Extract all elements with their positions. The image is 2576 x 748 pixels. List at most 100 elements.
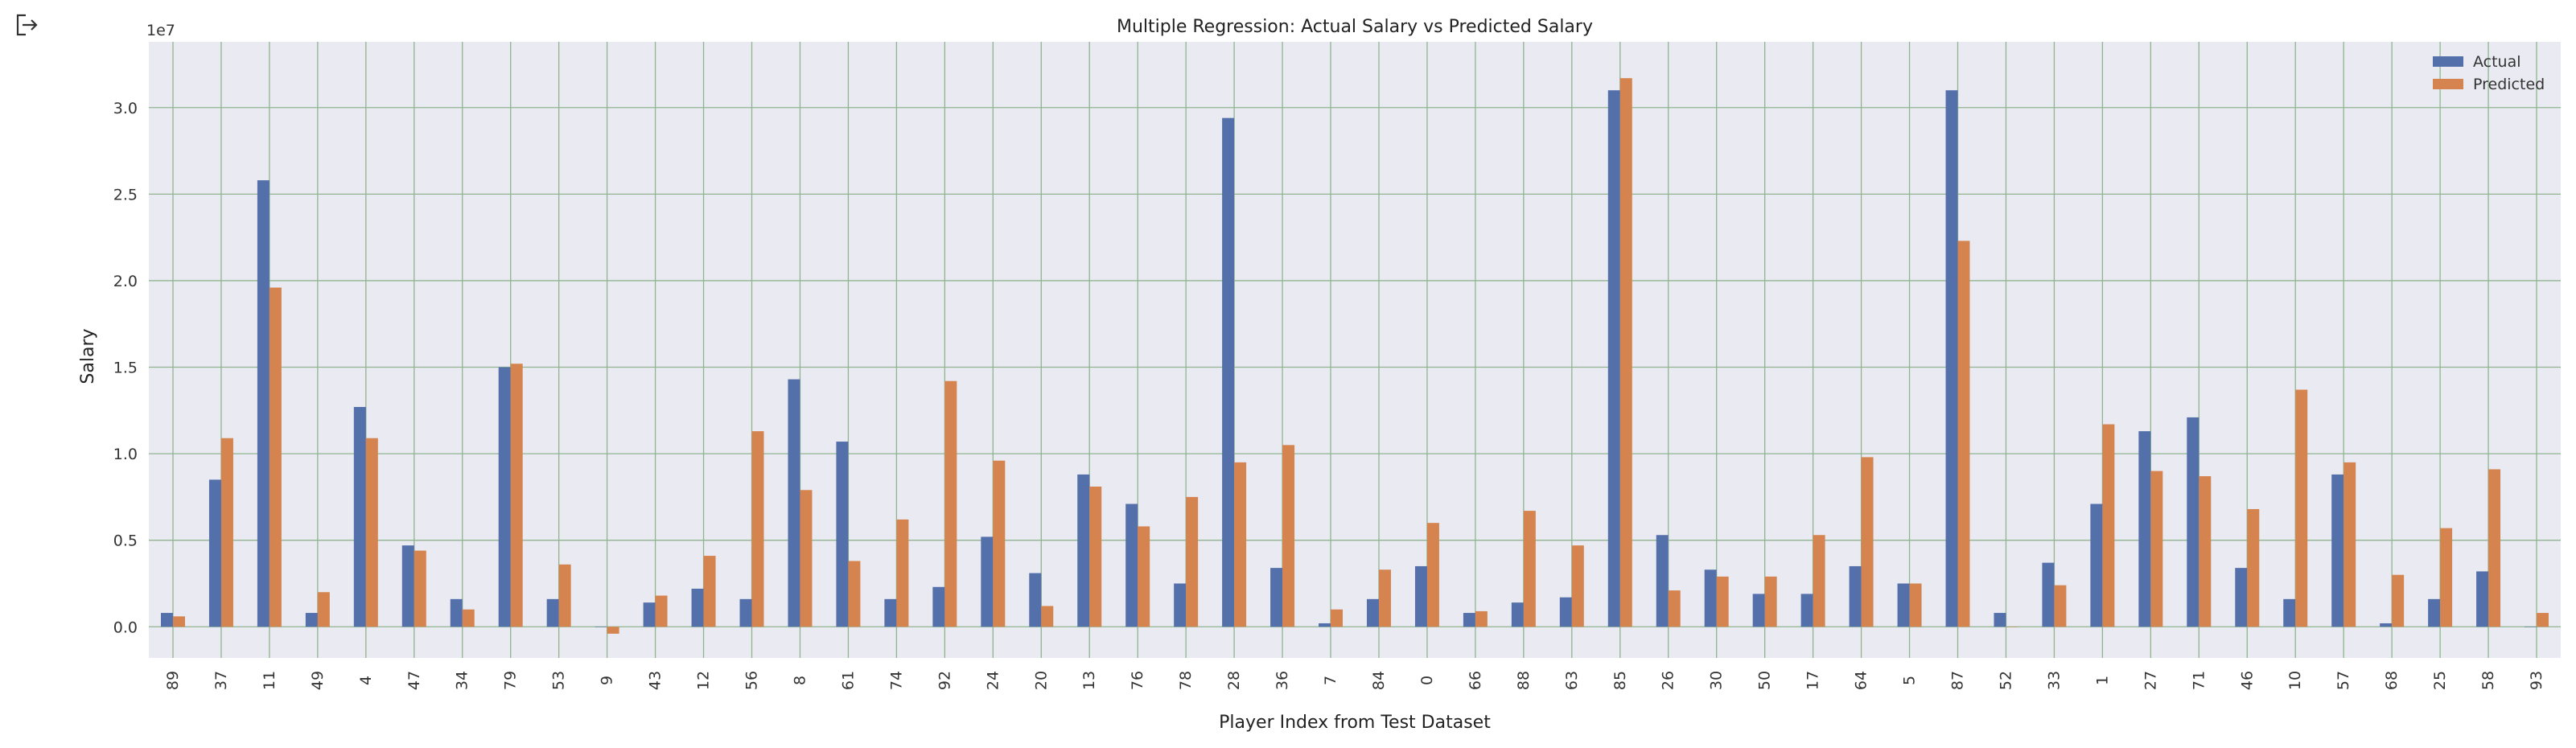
bar-predicted <box>800 490 813 627</box>
x-tick-label: 74 <box>887 671 905 690</box>
bar-actual <box>643 602 656 627</box>
x-tick-label: 1 <box>2093 676 2111 685</box>
bar-actual <box>2187 417 2199 627</box>
bar-actual <box>401 545 414 627</box>
bar-predicted <box>1282 445 1295 627</box>
bar-predicted <box>1426 523 1439 627</box>
bar-predicted <box>607 627 619 634</box>
bar-predicted <box>1619 78 1632 627</box>
x-tick-label: 49 <box>309 671 327 690</box>
x-tick-label: 57 <box>2335 671 2352 690</box>
x-tick-label: 50 <box>1756 671 1774 690</box>
bar-actual <box>1222 117 1235 627</box>
bar-actual <box>2090 503 2103 627</box>
bar-predicted <box>2440 528 2453 627</box>
bar-predicted <box>1475 610 1488 627</box>
bar-actual <box>932 586 945 627</box>
bar-predicted <box>1186 496 1199 627</box>
bar-predicted <box>848 561 861 627</box>
bar-predicted <box>510 364 523 627</box>
bar-actual <box>1559 597 1572 627</box>
bar-predicted <box>1523 511 1536 627</box>
y-tick-label: 2.5 <box>113 186 138 203</box>
bar-actual <box>2428 598 2441 627</box>
bar-actual <box>788 379 800 627</box>
bar-predicted <box>269 287 282 627</box>
bar-actual <box>1994 613 2006 627</box>
x-tick-label: 61 <box>839 671 857 690</box>
x-tick-label: 26 <box>1660 671 1677 690</box>
y-tick-label: 1.5 <box>113 360 138 377</box>
bar-actual <box>2283 598 2296 627</box>
x-tick-label: 63 <box>1563 671 1581 690</box>
x-tick-label: 85 <box>1611 671 1629 690</box>
bar-predicted <box>1041 606 1054 627</box>
x-tick-label: 33 <box>2045 671 2063 690</box>
x-tick-label: 56 <box>743 671 761 690</box>
x-axis-title: Player Index from Test Dataset <box>1219 713 1491 733</box>
x-tick-label: 76 <box>1129 671 1146 690</box>
bar-actual <box>1366 598 1379 627</box>
bar-actual <box>2235 568 2248 627</box>
bar-predicted <box>1571 545 1584 627</box>
x-tick-label: 58 <box>2479 671 2497 690</box>
legend-label: Actual <box>2473 53 2521 71</box>
bar-actual <box>305 613 318 627</box>
x-tick-label: 34 <box>454 671 471 690</box>
x-tick-label: 84 <box>1370 671 1388 690</box>
x-tick-label: 24 <box>984 671 1002 690</box>
bar-predicted <box>993 460 1006 627</box>
y-axis-title: Salary <box>78 328 98 384</box>
chart-title: Multiple Regression: Actual Salary vs Pr… <box>1117 17 1593 37</box>
bar-actual <box>2042 562 2055 627</box>
bar-predicted <box>1668 590 1681 627</box>
x-tick-label: 68 <box>2383 671 2401 690</box>
bar-predicted <box>1234 462 1247 627</box>
bar-predicted <box>2150 471 2163 627</box>
bar-actual <box>498 367 511 627</box>
bar-predicted <box>896 519 909 627</box>
bar-actual <box>884 598 897 627</box>
x-tick-label: 53 <box>550 671 568 690</box>
y-offset-text: 1e7 <box>146 22 175 39</box>
x-tick-label: 88 <box>1515 671 1533 690</box>
bar-actual <box>2138 431 2151 627</box>
bar-actual <box>160 613 173 627</box>
bar-actual <box>1174 583 1187 627</box>
bar-predicted <box>2488 469 2501 627</box>
bar-actual <box>981 536 994 627</box>
bar-predicted <box>220 438 233 627</box>
bar-predicted <box>1861 457 1874 627</box>
bar-predicted <box>414 550 426 627</box>
x-tick-label: 9 <box>599 676 616 685</box>
bar-actual <box>1656 535 1669 627</box>
x-tick-label: 8 <box>791 676 809 685</box>
bar-predicted <box>1764 576 1777 627</box>
bar-actual <box>546 598 559 627</box>
bar-predicted <box>1813 535 1825 627</box>
bar-predicted <box>703 556 716 627</box>
x-tick-label: 78 <box>1177 671 1195 690</box>
x-tick-label: 11 <box>261 671 278 690</box>
bar-predicted <box>558 564 571 627</box>
x-tick-label: 20 <box>1032 671 1050 690</box>
y-tick-label: 0.0 <box>113 619 138 636</box>
bar-predicted <box>944 380 957 627</box>
x-tick-label: 43 <box>647 671 665 690</box>
x-tick-label: 27 <box>2142 671 2159 690</box>
bar-actual <box>691 588 704 627</box>
x-tick-label: 92 <box>936 671 953 690</box>
y-tick-label: 0.5 <box>113 532 138 550</box>
bar-actual <box>739 598 752 627</box>
y-tick-label: 1.0 <box>113 446 138 463</box>
bar-predicted <box>2247 508 2260 627</box>
legend-swatch <box>2433 79 2463 89</box>
legend: Actual Predicted <box>2433 53 2545 93</box>
bar-predicted <box>2102 424 2115 627</box>
x-tick-label: 30 <box>1708 671 1726 690</box>
bar-predicted <box>1331 609 1344 627</box>
bar-actual <box>1849 565 1862 627</box>
bar-actual <box>208 479 221 627</box>
bar-actual <box>1414 565 1427 627</box>
output-export-icon[interactable] <box>14 13 42 37</box>
